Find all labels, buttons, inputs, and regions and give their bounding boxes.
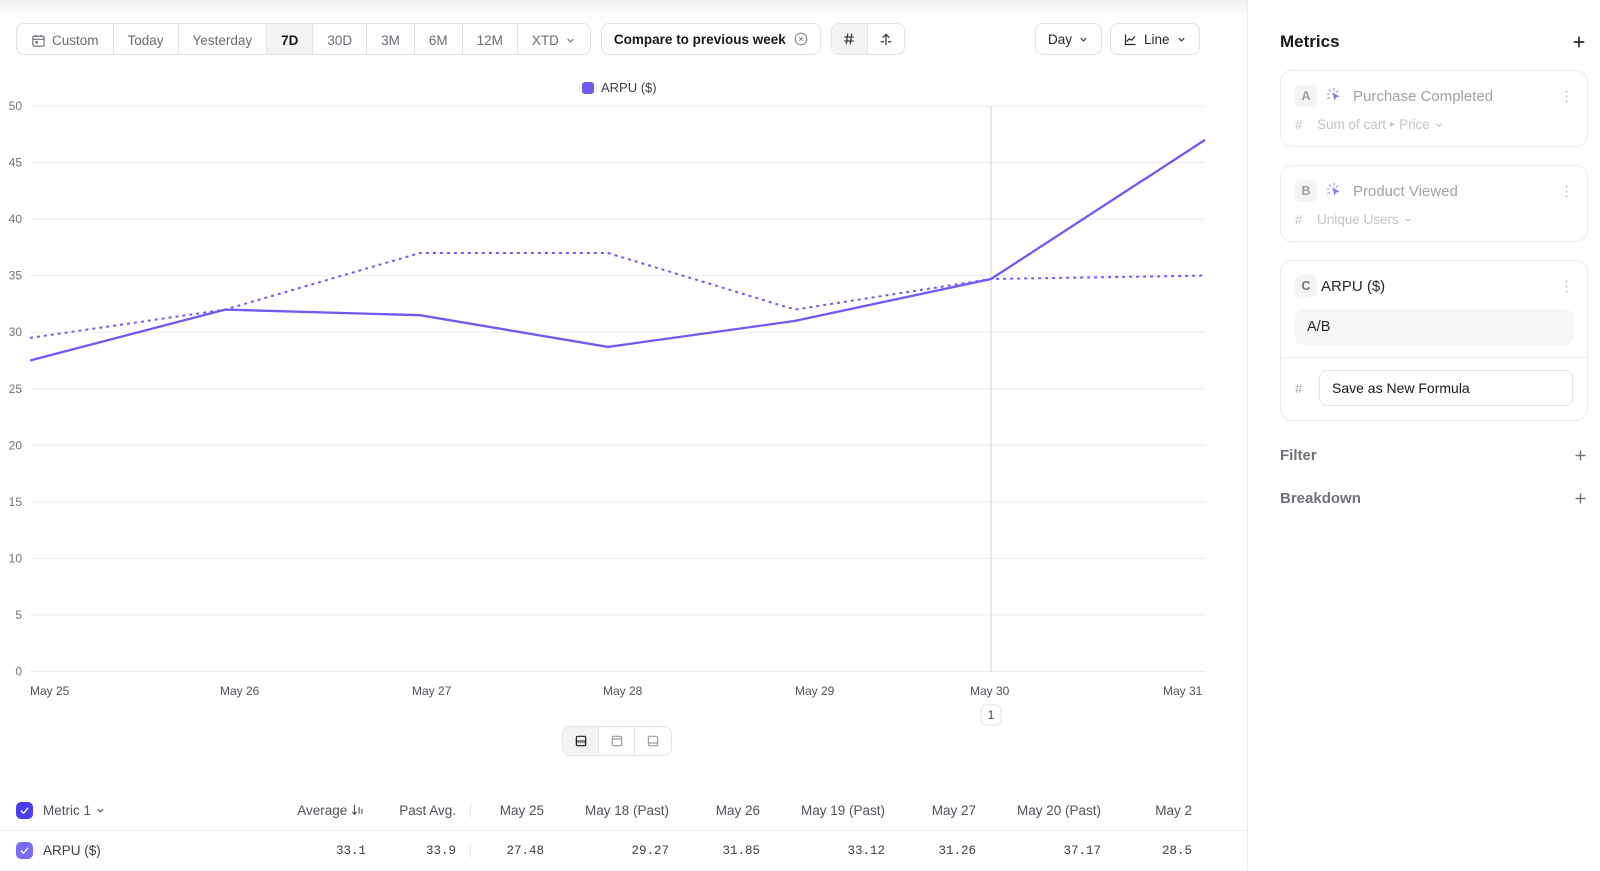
svg-text:5: 5 — [15, 608, 22, 622]
svg-text:30: 30 — [9, 325, 23, 339]
svg-text:May 31: May 31 — [1163, 684, 1203, 698]
svg-text:May 30: May 30 — [970, 684, 1010, 698]
svg-text:15: 15 — [9, 495, 23, 509]
svg-text:May 25: May 25 — [30, 684, 70, 698]
svg-text:0: 0 — [15, 665, 22, 679]
svg-text:May 28: May 28 — [603, 684, 643, 698]
svg-text:20: 20 — [9, 438, 23, 452]
svg-text:50: 50 — [9, 99, 23, 113]
svg-text:40: 40 — [9, 212, 23, 226]
svg-text:35: 35 — [9, 269, 23, 283]
svg-text:May 26: May 26 — [220, 684, 260, 698]
svg-text:May 29: May 29 — [795, 684, 835, 698]
svg-text:10: 10 — [9, 551, 23, 565]
svg-text:May 27: May 27 — [412, 684, 452, 698]
svg-text:25: 25 — [9, 382, 23, 396]
svg-text:45: 45 — [9, 156, 23, 170]
svg-text:1: 1 — [988, 708, 995, 722]
